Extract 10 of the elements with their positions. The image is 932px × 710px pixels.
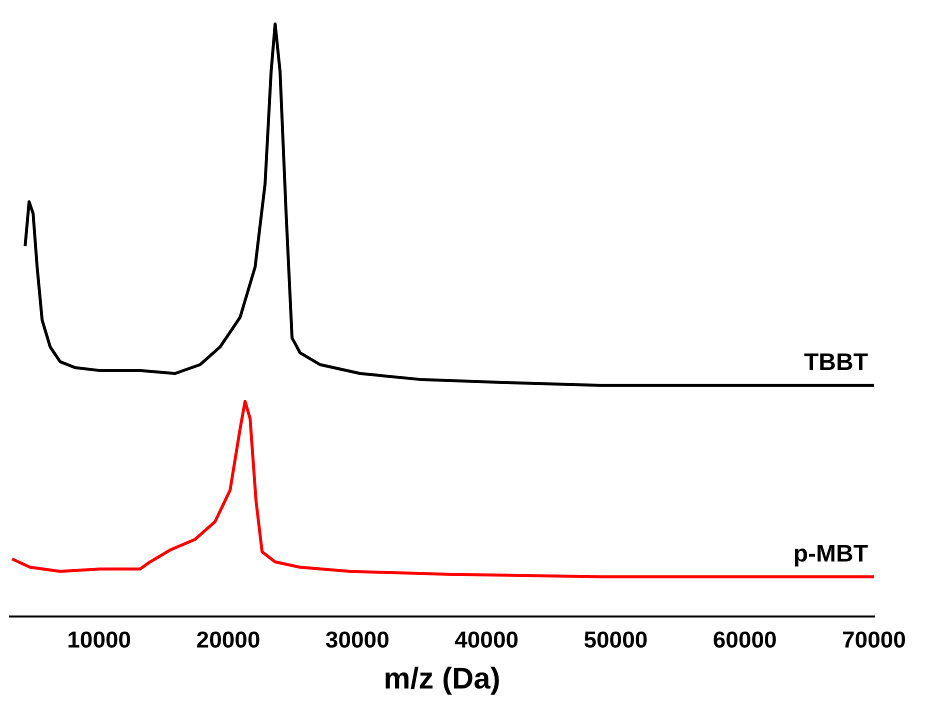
x-tick-label: 10000 [67,626,132,653]
x-tick-label: 60000 [712,626,777,653]
series-label: TBBT [804,348,868,376]
x-tick-label: 40000 [454,626,519,653]
x-tick-label: 50000 [584,626,648,653]
x-tick-label: 30000 [325,626,390,653]
x-axis-title: m/z (Da) [384,662,500,696]
x-tick-label: 70000 [842,626,906,653]
x-tick-label: 20000 [196,626,260,653]
series-label: p-MBT [793,540,868,568]
